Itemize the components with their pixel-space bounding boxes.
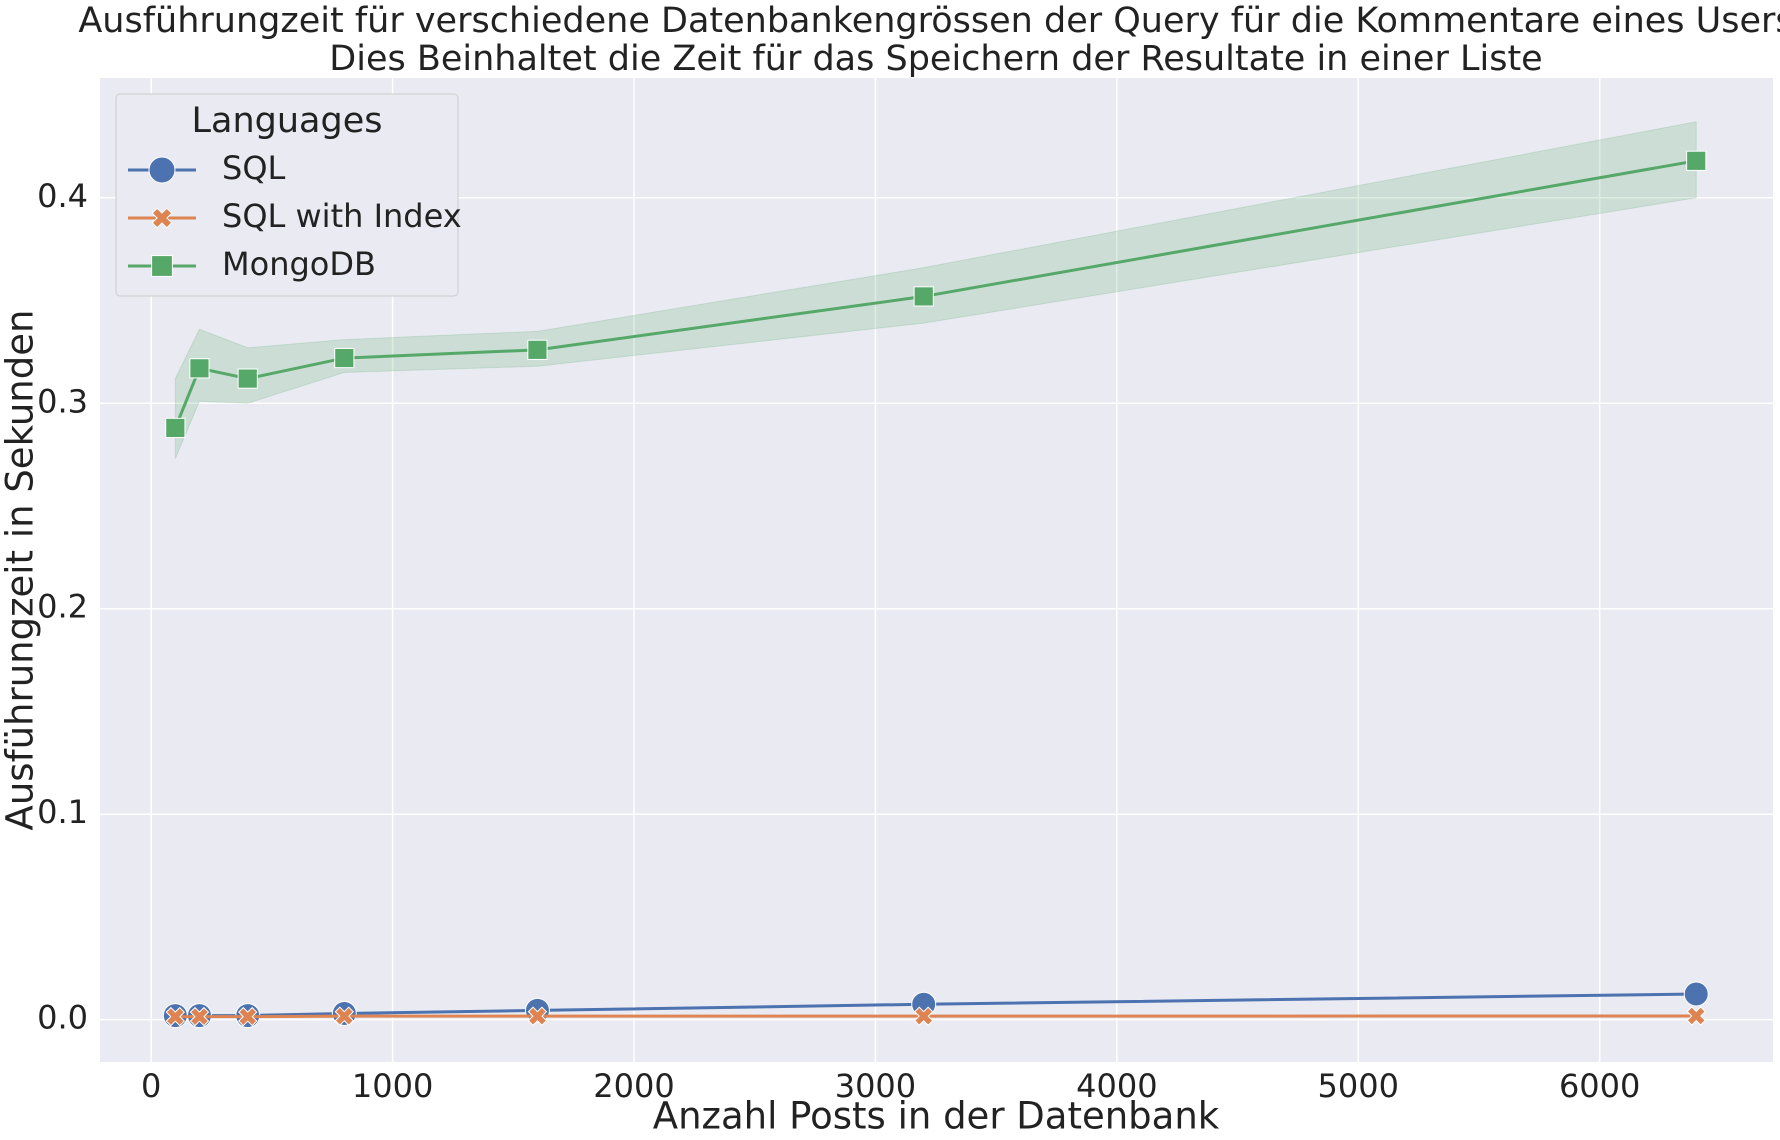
marker [189, 358, 210, 379]
marker [1683, 981, 1709, 1007]
marker [165, 417, 186, 439]
marker [334, 1006, 355, 1026]
legend-label: SQL with Index [222, 197, 462, 235]
x-tick-label: 1000 [352, 1067, 433, 1105]
legend-marker [151, 255, 173, 277]
x-tick-label: 3000 [835, 1067, 916, 1105]
marker [237, 368, 258, 389]
x-tick-label: 4000 [1076, 1067, 1157, 1105]
y-tick-label: 0.3 [37, 382, 88, 420]
legend-label: MongoDB [222, 245, 376, 283]
x-tick-label: 6000 [1559, 1067, 1640, 1105]
marker [913, 1006, 934, 1026]
marker [165, 1006, 186, 1027]
legend-marker [151, 207, 173, 229]
marker [527, 1006, 548, 1026]
x-axis-label: Anzahl Posts in der Datenbank [653, 1095, 1220, 1138]
y-axis-label: Ausführungzeit in Sekunden [0, 310, 42, 831]
chart-title: Ausführungzeit für verschiedene Datenban… [78, 1, 1780, 41]
x-tick-label: 0 [141, 1067, 161, 1105]
marker [334, 347, 355, 369]
legend-box [115, 93, 459, 297]
legend: Languages SQL SQL with Index MongoDB [115, 93, 462, 297]
y-tick-label: 0.1 [37, 793, 88, 831]
marker [527, 339, 548, 360]
marker [238, 1006, 258, 1027]
marker [913, 286, 934, 307]
y-tick-label: 0.2 [37, 588, 88, 626]
chart-subtitle: Dies Beinhaltet die Zeit für das Speiche… [329, 39, 1542, 79]
legend-marker [148, 156, 176, 184]
marker [1686, 150, 1707, 171]
legend-label: SQL [222, 149, 286, 187]
marker [1686, 1006, 1706, 1026]
series-line [175, 1014, 1697, 1019]
marker [189, 1006, 210, 1027]
legend-title: Languages [192, 101, 383, 141]
x-tick-label: 5000 [1318, 1067, 1399, 1105]
x-tick-label: 2000 [593, 1067, 674, 1105]
y-tick-label: 0.4 [37, 177, 88, 215]
confidence-band [174, 121, 1697, 459]
y-tick-label: 0.0 [37, 999, 88, 1037]
